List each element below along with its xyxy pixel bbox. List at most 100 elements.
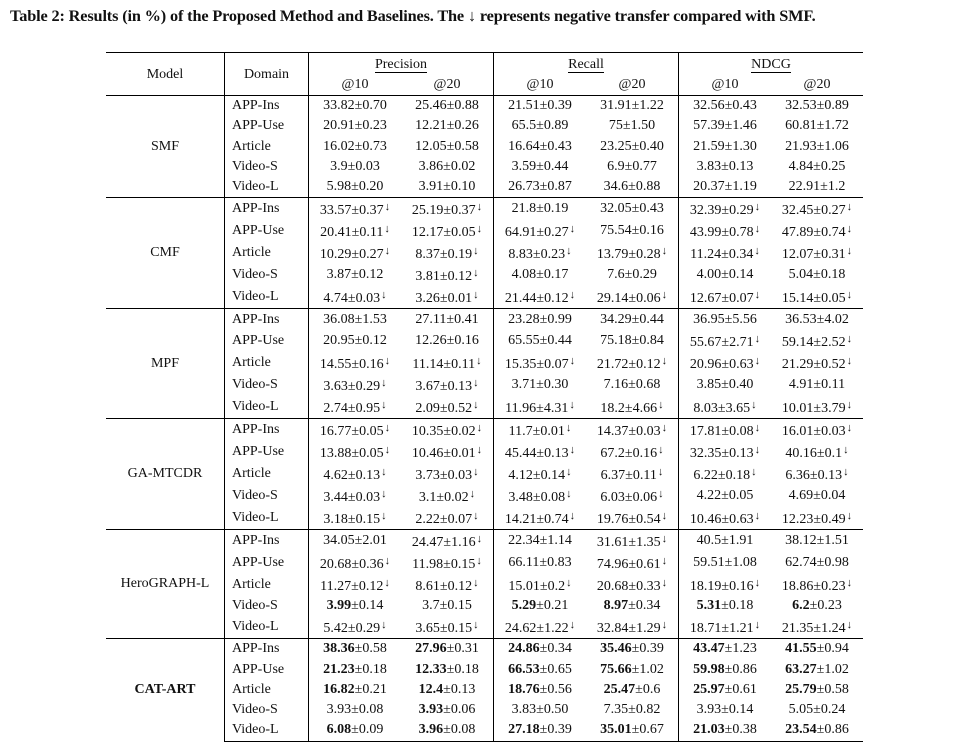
best-value: 43.47 [693, 641, 725, 657]
best-value: 35.01 [600, 722, 632, 738]
domain-cell: Article [224, 462, 309, 485]
negative-transfer-arrow-icon: ↓ [754, 354, 761, 367]
value-cell: 32.84±1.29↓ [596, 619, 668, 637]
domain-cell: Video-L [224, 395, 309, 419]
negative-transfer-arrow-icon: ↓ [566, 465, 572, 478]
negative-transfer-arrow-icon: ↓ [381, 398, 387, 411]
value-cell: 2.22±0.07↓ [415, 509, 479, 527]
value-cell: 47.89±0.74↓ [781, 223, 853, 241]
value-cell: 3.93±0.14 [678, 699, 771, 721]
header-sub: @20 [803, 77, 831, 92]
negative-transfer-arrow-icon: ↓ [661, 354, 668, 367]
negative-transfer-arrow-icon: ↓ [846, 576, 853, 589]
value-cell: 16.01±0.03↓ [771, 417, 863, 441]
negative-transfer-arrow-icon: ↓ [384, 421, 391, 434]
table-row: Video-L 3.18±0.15↓ 2.22±0.07↓ 14.21±0.74↓ 19… [106, 506, 863, 530]
value-cell: 18.76±0.56 [493, 679, 586, 700]
model-name: CAT-ART [106, 638, 225, 742]
value-cell: 11.14±0.11↓ [412, 354, 482, 372]
domain-cell: Video-S [224, 156, 309, 178]
value-cell: 21.29±0.52↓ [781, 354, 853, 372]
value-cell: 3.93±0.08 [308, 699, 401, 721]
best-value: 16.82 [323, 681, 355, 697]
value-cell: 12.4±0.13 [418, 681, 476, 697]
value-cell: 3.48±0.08↓ [493, 484, 586, 507]
value-cell: 10.46±0.01↓ [411, 443, 483, 461]
best-value: 18.76 [508, 681, 540, 697]
value-cell: 3.96±0.08 [401, 720, 494, 742]
value-cell: 16.64±0.43 [493, 136, 586, 157]
table-row: SMF APP-Ins 33.82±0.70 25.46±0.88 21.51±0.39… [106, 94, 863, 198]
model-name: SMF [106, 94, 225, 198]
negative-transfer-arrow-icon: ↓ [846, 421, 853, 434]
negative-transfer-arrow-icon: ↓ [661, 289, 668, 302]
value-cell: 21.59±1.30 [678, 136, 771, 157]
negative-transfer-arrow-icon: ↓ [476, 421, 483, 434]
table-row: Video-S 3.87±0.12 3.81±0.12↓ 4.08±0.17 7.6±0… [106, 264, 863, 287]
value-cell: 38.12±1.51 [771, 528, 863, 552]
value-cell: 8.97±0.34 [603, 597, 661, 613]
negative-transfer-arrow-icon: ↓ [754, 576, 761, 589]
best-value: 12.33 [415, 661, 447, 677]
value-cell: 21.35±1.24↓ [781, 619, 853, 637]
value-cell: 40.5±1.91 [678, 528, 771, 552]
value-cell: 23.54±0.86 [771, 720, 863, 742]
domain-cell: APP-Use [224, 220, 309, 243]
best-value: 3.93 [418, 702, 444, 718]
value-cell: 35.46±0.39 [586, 638, 679, 660]
value-cell: 10.29±0.27↓ [308, 242, 401, 265]
value-cell: 13.79±0.28↓ [596, 245, 668, 263]
value-cell: 63.27±1.02 [785, 661, 849, 677]
table-row: APP-Use 20.68±0.36↓ 11.98±0.15↓ 66.11±0.83 7… [106, 551, 863, 574]
value-cell: 20.96±0.63↓ [678, 351, 771, 374]
negative-transfer-arrow-icon: ↓ [569, 354, 576, 367]
negative-transfer-arrow-icon: ↓ [843, 465, 849, 478]
value-cell: 26.73±0.87 [493, 177, 586, 198]
value-cell: 3.83±0.50 [493, 699, 586, 721]
value-cell: 43.99±0.78↓ [678, 220, 771, 243]
value-cell: 3.86±0.02 [418, 159, 476, 175]
table-row: APP-Use 13.88±0.05↓ 10.46±0.01↓ 45.44±0.13↓… [106, 440, 863, 463]
value-cell: 8.61±0.12↓ [415, 576, 479, 594]
negative-transfer-arrow-icon: ↓ [754, 201, 761, 214]
negative-transfer-arrow-icon: ↓ [566, 245, 572, 258]
best-value: 21.03 [693, 722, 725, 738]
table-row: HeroGRAPH-L APP-Ins 34.05±2.01 24.47±1.16↓ 2… [106, 528, 863, 639]
value-cell: 3.85±0.40 [678, 373, 771, 396]
value-cell: 6.22±0.18↓ [678, 462, 771, 485]
value-cell: 11.96±4.31↓ [493, 395, 586, 419]
negative-transfer-arrow-icon: ↓ [661, 554, 668, 567]
negative-transfer-arrow-icon: ↓ [569, 509, 576, 522]
domain-cell: APP-Use [224, 116, 309, 137]
value-cell: 27.11±0.41 [401, 308, 494, 330]
value-cell: 11.27±0.12↓ [308, 573, 401, 596]
negative-transfer-arrow-icon: ↓ [566, 576, 572, 589]
table-row: Video-L 5.98±0.20 3.91±0.10 26.73±0.87 34.6±… [106, 177, 863, 198]
value-cell: 11.98±0.15↓ [412, 554, 482, 572]
negative-transfer-arrow-icon: ↓ [381, 509, 387, 522]
value-cell: 27.96±0.31 [401, 638, 494, 660]
negative-transfer-arrow-icon: ↓ [661, 421, 668, 434]
domain-cell: Video-S [224, 484, 309, 507]
value-cell: 21.8±0.19 [493, 197, 586, 221]
header-recall: Recall [493, 52, 679, 75]
domain-cell: APP-Use [224, 440, 309, 463]
best-value: 25.79 [785, 681, 817, 697]
negative-transfer-arrow-icon: ↓ [846, 201, 853, 214]
negative-transfer-arrow-icon: ↓ [658, 443, 664, 456]
value-cell: 4.00±0.14 [678, 264, 771, 287]
value-cell: 3.65±0.15↓ [415, 619, 479, 637]
best-value: 6.2 [792, 597, 810, 613]
value-cell: 32.39±0.29↓ [678, 197, 771, 221]
value-cell: 75.18±0.84 [600, 332, 664, 348]
value-cell: 59.51±1.08 [678, 551, 771, 574]
best-value: 27.96 [415, 641, 447, 657]
negative-transfer-arrow-icon: ↓ [381, 376, 387, 389]
value-cell: 10.35±0.02↓ [401, 417, 494, 441]
value-cell: 36.08±1.53 [308, 308, 401, 330]
value-cell: 4.91±0.11 [788, 376, 846, 392]
value-cell: 2.09±0.52↓ [415, 398, 479, 416]
negative-transfer-arrow-icon: ↓ [846, 354, 853, 367]
negative-transfer-arrow-icon: ↓ [381, 465, 387, 478]
negative-transfer-arrow-icon: ↓ [476, 554, 482, 567]
